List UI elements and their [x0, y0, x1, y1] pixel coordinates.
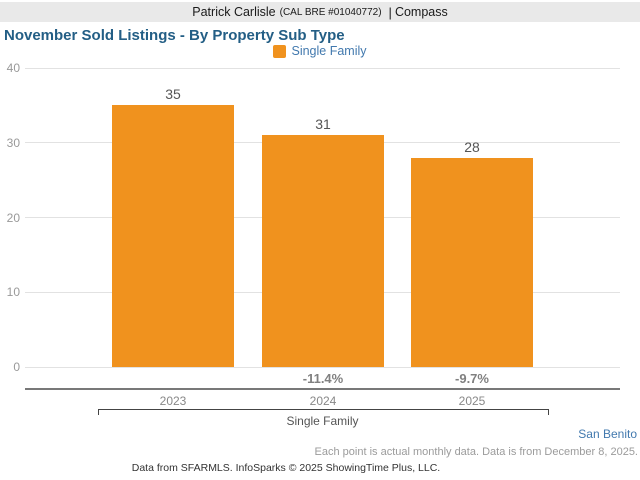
x-axis-line [25, 388, 620, 390]
x-category-label-2024: 2024 [309, 394, 337, 408]
legend-swatch-icon [273, 44, 287, 58]
bar-value-label-2025: 28 [464, 139, 480, 155]
header-separator: | [388, 4, 392, 20]
category-group-label: Single Family [286, 414, 359, 428]
agent-name: Patrick Carlisle [192, 5, 276, 19]
legend: Single Family [0, 44, 640, 58]
data-note: Each point is actual monthly data. Data … [314, 446, 638, 458]
chart-title: November Sold Listings - By Property Sub… [4, 27, 345, 44]
bar-2025[interactable] [411, 158, 533, 367]
x-category-label-2025: 2025 [458, 394, 486, 408]
change-label-2024: -11.4% [302, 371, 344, 386]
branding-header: Patrick Carlisle (CAL BRE #01040772) | C… [0, 2, 640, 22]
y-tick-label-30: 30 [6, 135, 20, 150]
category-group-bracket [98, 409, 549, 415]
y-tick-label-40: 40 [6, 61, 20, 75]
y-tick-label-20: 20 [6, 210, 20, 225]
plot-area: 35 31 28 [25, 67, 620, 368]
y-tick-label-10: 10 [6, 285, 20, 300]
region-label: San Benito [578, 427, 637, 441]
bar-value-label-2024: 31 [315, 116, 331, 132]
legend-item-label: Single Family [291, 44, 367, 58]
legend-item-single-family[interactable]: Single Family [273, 44, 367, 58]
x-category-label-2023: 2023 [159, 394, 187, 408]
agent-license: (CAL BRE #01040772) [279, 6, 382, 18]
gridline-y-40 [25, 67, 620, 69]
gridline-y-0 [25, 366, 620, 368]
brand-name: Compass [394, 5, 448, 19]
bar-2024[interactable] [262, 135, 384, 367]
y-tick-label-0: 0 [13, 360, 20, 374]
bar-value-label-2023: 35 [165, 86, 181, 102]
attribution-text: Data from SFARMLS. InfoSparks © 2025 Sho… [131, 462, 441, 474]
bar-2023[interactable] [112, 105, 234, 367]
change-label-2025: -9.7% [455, 371, 489, 386]
